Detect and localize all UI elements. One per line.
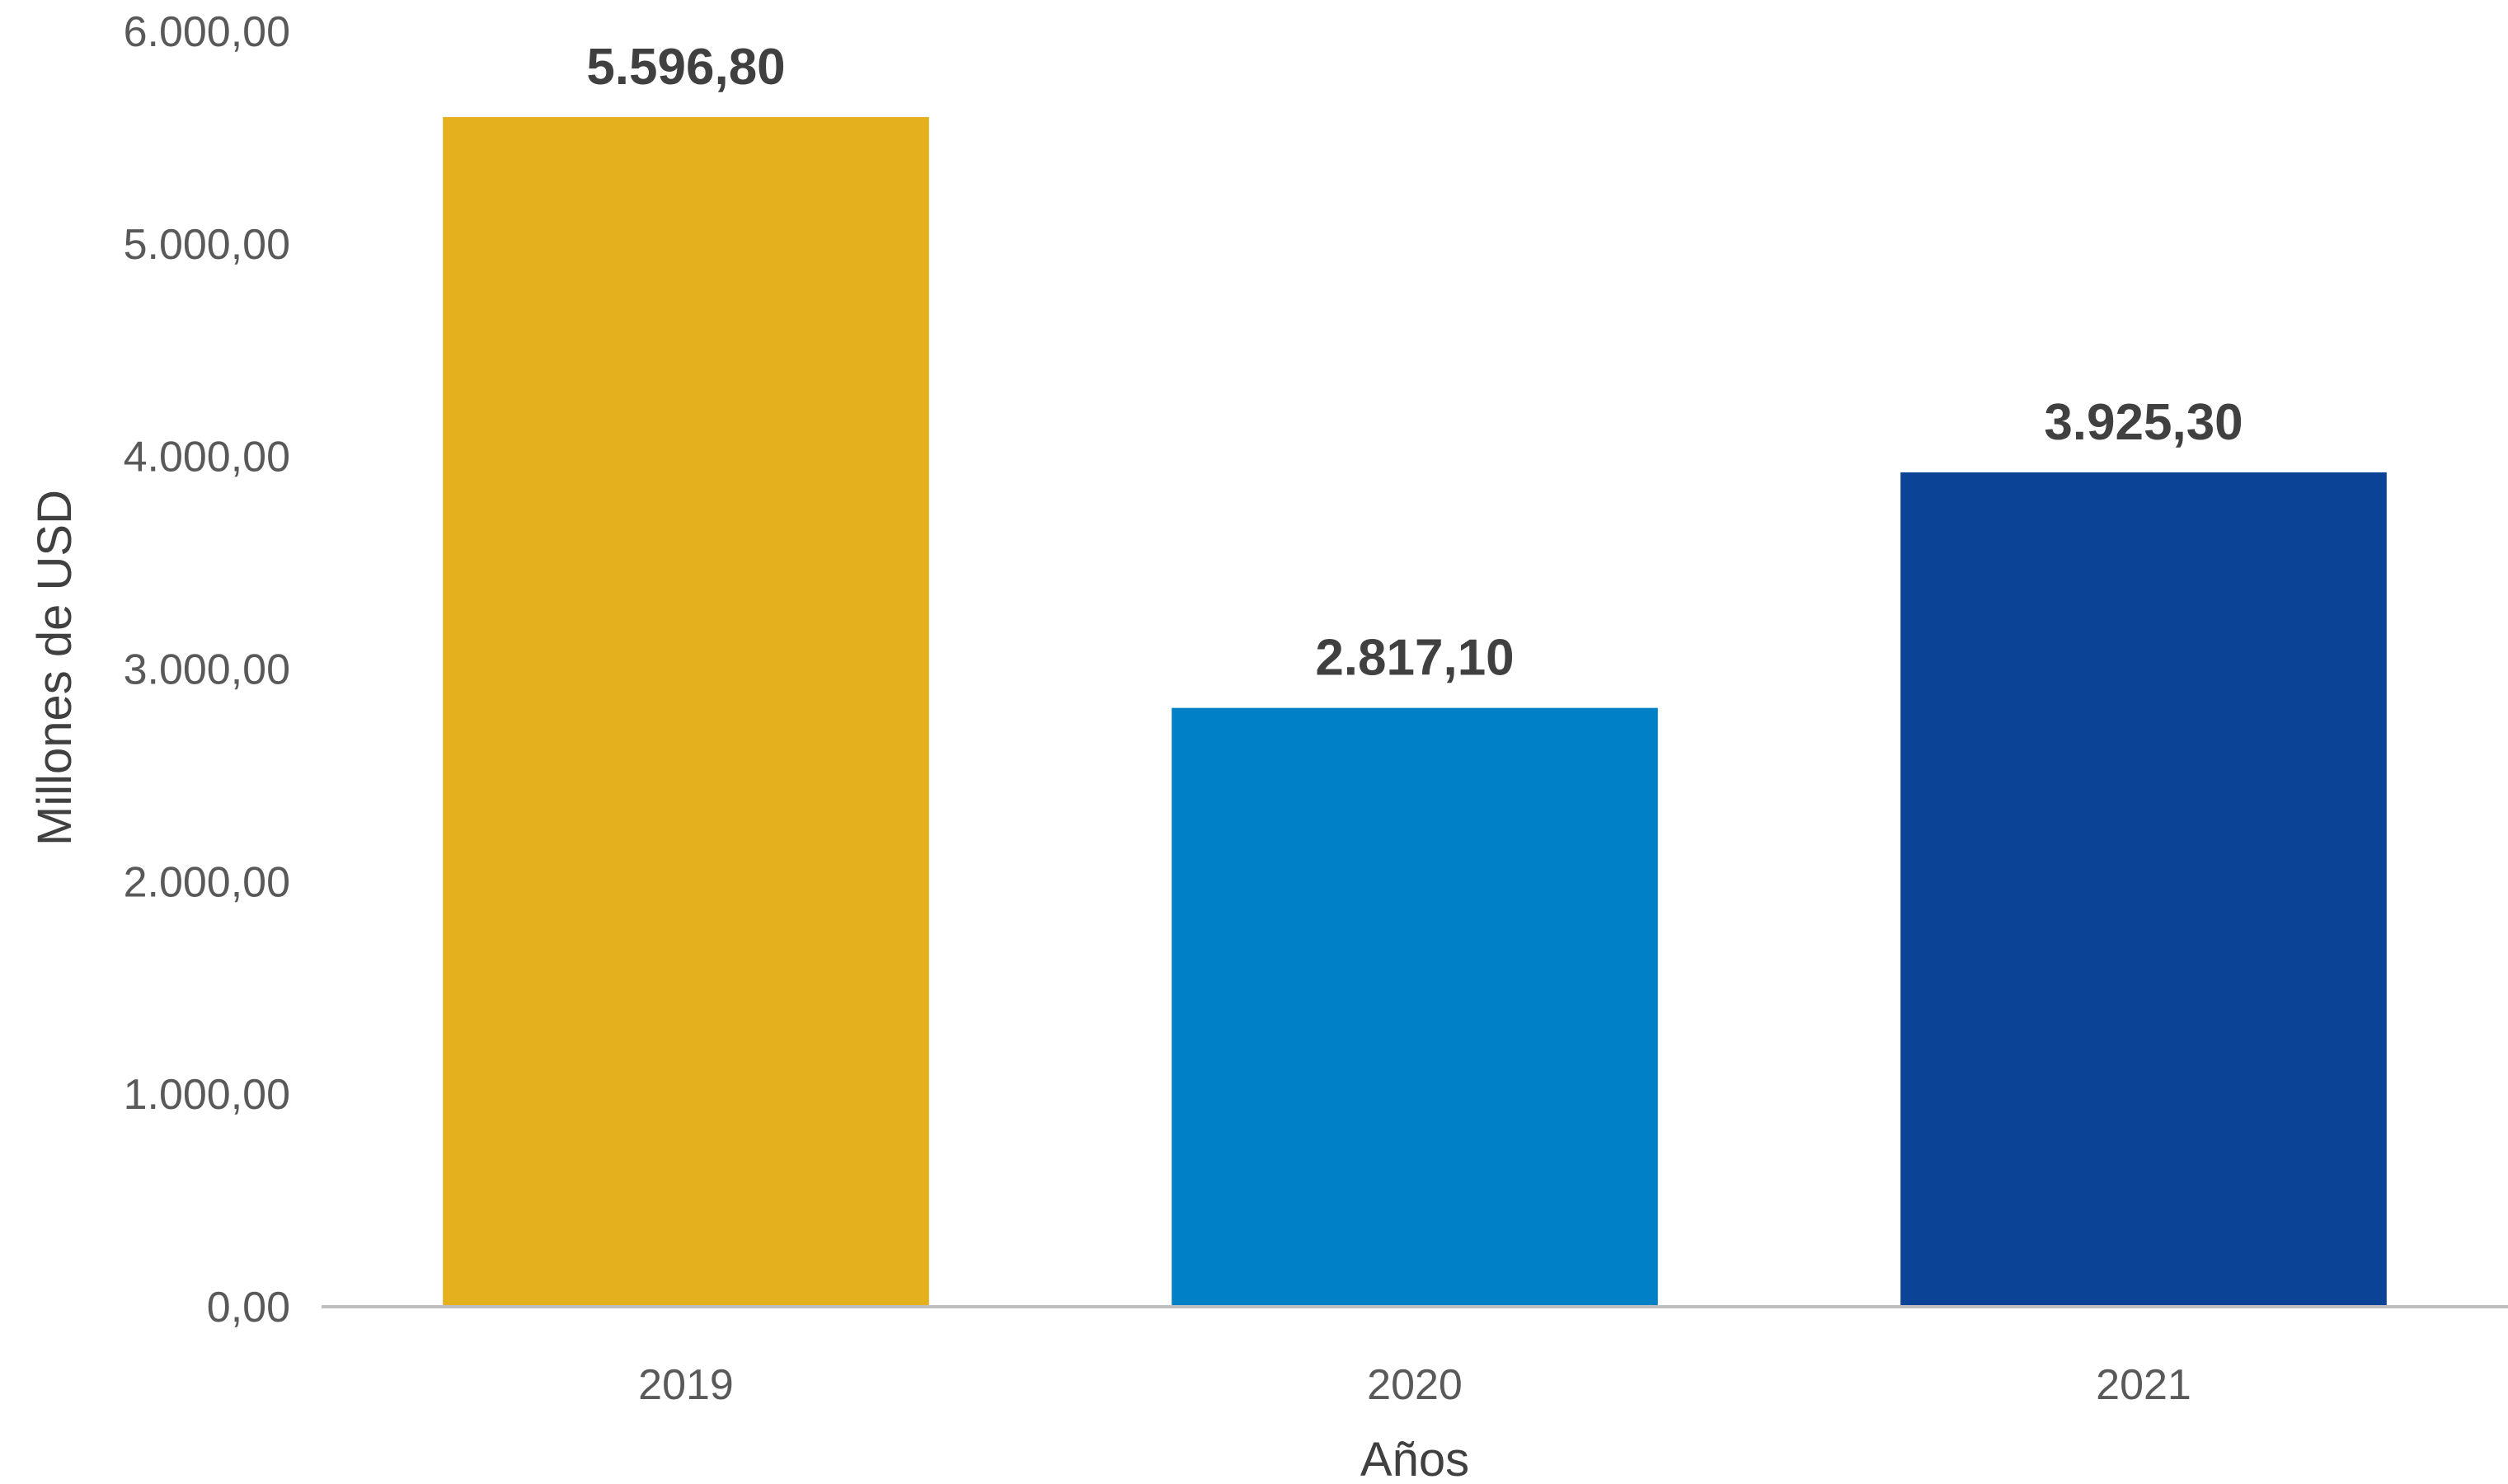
- x-tick-label: 2020: [1367, 1361, 1463, 1409]
- bar-value-label: 3.925,30: [2044, 394, 2243, 451]
- category-labels: 2019 2020 2021: [638, 1361, 2191, 1409]
- y-tick-label: 5.000,00: [124, 221, 290, 269]
- x-axis-title: Años: [1360, 1433, 1469, 1484]
- y-axis-title: Millones de USD: [28, 490, 82, 846]
- y-tick-label: 1.000,00: [124, 1071, 290, 1119]
- x-tick-label: 2019: [638, 1361, 734, 1409]
- bar-value-label: 2.817,10: [1315, 630, 1514, 687]
- y-tick-label: 3.000,00: [124, 646, 290, 694]
- y-tick-label: 6.000,00: [124, 8, 290, 56]
- x-tick-label: 2021: [2096, 1361, 2191, 1409]
- value-labels: 5.596,80 2.817,10 3.925,30: [586, 39, 2243, 687]
- y-axis-ticks: 0,00 1.000,00 2.000,00 3.000,00 4.000,00 5.00…: [124, 8, 290, 1331]
- y-tick-label: 4.000,00: [124, 434, 290, 481]
- bar-2020: [1172, 707, 1658, 1307]
- bars: [443, 116, 2387, 1308]
- y-tick-label: 2.000,00: [124, 858, 290, 906]
- y-tick-label: 0,00: [207, 1284, 290, 1331]
- bar-value-label: 5.596,80: [586, 39, 785, 96]
- bar-2021: [1900, 472, 2387, 1307]
- bar-2019: [443, 116, 929, 1308]
